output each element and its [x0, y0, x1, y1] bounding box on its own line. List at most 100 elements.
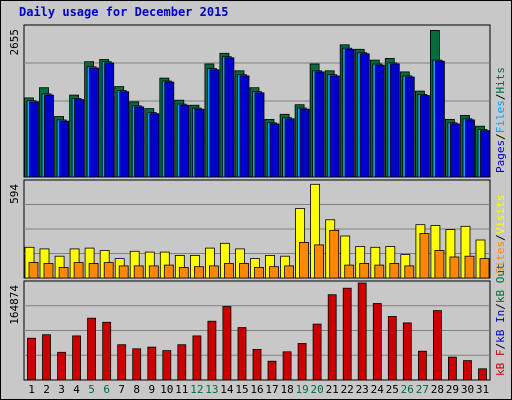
legend-item-kbytes-3: /	[494, 303, 507, 310]
legend-item-hits_files_pages-1: /	[494, 133, 507, 140]
x-tick-label-22: 22	[341, 383, 354, 396]
bar-kbytes-kb-f-31	[478, 368, 487, 381]
bar-visits_sites-sites-6	[103, 262, 114, 279]
bar-kbytes-kb-f-15	[237, 327, 247, 381]
x-tick-label-15: 15	[235, 383, 248, 396]
legend-item-hits_files_pages-0: Pages	[494, 140, 507, 173]
bar-hits_files_pages-pages-1	[29, 101, 39, 178]
x-tick-label-13: 13	[205, 383, 218, 396]
bar-hits_files_pages-pages-30	[465, 119, 475, 178]
bar-hits_files_pages-pages-10	[164, 81, 175, 178]
bar-visits_sites-sites-18	[284, 265, 295, 279]
bar-kbytes-kb-f-3	[57, 351, 66, 381]
x-tick-label-2: 2	[43, 383, 50, 396]
x-tick-label-25: 25	[386, 383, 399, 396]
bar-hits_files_pages-pages-29	[449, 123, 460, 178]
bar-visits_sites-sites-30	[464, 255, 475, 279]
legend-item-kbytes-4: kB Out	[494, 263, 507, 303]
bar-visits_sites-sites-10	[163, 264, 174, 279]
bar-hits_files_pages-pages-23	[359, 53, 370, 178]
bar-kbytes-kb-f-24	[372, 303, 382, 381]
x-tick-label-18: 18	[280, 383, 293, 396]
bar-kbytes-kb-f-5	[87, 317, 96, 381]
bar-visits_sites-sites-22	[344, 264, 355, 279]
bar-visits_sites-sites-31	[479, 258, 490, 279]
legend-kbytes: kB F/kB In/kB Out	[494, 263, 507, 376]
x-tick-label-1: 1	[28, 383, 35, 396]
bar-kbytes-kb-f-7	[117, 344, 127, 381]
bar-kbytes-kb-f-6	[102, 321, 112, 381]
bar-kbytes-kb-f-10	[162, 350, 172, 381]
x-tick-label-21: 21	[326, 383, 339, 396]
bar-kbytes-kb-f-23	[357, 282, 367, 381]
x-tick-label-12: 12	[190, 383, 203, 396]
bar-visits_sites-sites-9	[148, 265, 159, 279]
x-tick-label-28: 28	[431, 383, 444, 396]
bar-kbytes-kb-f-16	[252, 348, 262, 381]
bar-visits_sites-sites-19	[299, 241, 310, 279]
legend-item-kbytes-2: kB In	[494, 310, 507, 343]
bar-hits_files_pages-pages-9	[149, 113, 160, 178]
x-tick-label-8: 8	[133, 383, 140, 396]
bar-hits_files_pages-pages-25	[389, 63, 400, 178]
legend-hits_files_pages: Pages/Files/Hits	[494, 67, 507, 173]
bar-kbytes-kb-f-2	[42, 334, 51, 381]
bar-hits_files_pages-pages-8	[134, 106, 145, 178]
legend-item-visits_sites-2: Visits	[494, 195, 507, 235]
bar-hits_files_pages-pages-27	[419, 95, 430, 178]
x-tick-label-17: 17	[265, 383, 278, 396]
max-label-visits_sites: 594	[8, 184, 21, 204]
bar-hits_files_pages-pages-17	[269, 123, 280, 178]
x-tick-label-30: 30	[461, 383, 474, 396]
bar-kbytes-kb-f-26	[402, 322, 412, 381]
bar-visits_sites-sites-11	[178, 267, 189, 279]
x-tick-label-23: 23	[356, 383, 369, 396]
bar-kbytes-kb-f-14	[222, 306, 232, 381]
bar-hits_files_pages-pages-4	[74, 99, 84, 178]
bar-kbytes-kb-f-25	[387, 316, 397, 381]
x-tick-label-29: 29	[446, 383, 459, 396]
bar-kbytes-kb-f-20	[312, 323, 322, 381]
bar-kbytes-kb-f-8	[132, 348, 142, 381]
bar-hits_files_pages-pages-12	[194, 108, 205, 178]
bar-visits_sites-sites-2	[43, 263, 54, 279]
x-tick-label-26: 26	[401, 383, 414, 396]
bar-visits_sites-sites-15	[239, 263, 249, 279]
bar-hits_files_pages-pages-28	[434, 60, 445, 178]
bar-kbytes-kb-f-13	[207, 320, 217, 381]
x-tick-label-7: 7	[118, 383, 125, 396]
legend-item-visits_sites-0: Sites	[494, 241, 507, 274]
x-tick-label-9: 9	[148, 383, 155, 396]
x-tick-label-20: 20	[310, 383, 323, 396]
x-tick-label-27: 27	[416, 383, 429, 396]
x-tick-label-5: 5	[88, 383, 95, 396]
bar-visits_sites-sites-28	[434, 250, 445, 279]
bar-visits_sites-sites-14	[223, 263, 234, 279]
bar-visits_sites-sites-23	[359, 263, 370, 279]
bar-hits_files_pages-pages-5	[89, 67, 99, 178]
x-tick-label-6: 6	[103, 383, 110, 396]
max-label-kbytes: 164874	[8, 285, 21, 325]
x-tick-label-16: 16	[250, 383, 263, 396]
bar-hits_files_pages-pages-16	[254, 92, 265, 178]
x-tick-label-24: 24	[371, 383, 385, 396]
legend-item-kbytes-0: kB F	[494, 350, 507, 377]
bar-visits_sites-sites-7	[118, 265, 129, 279]
bar-visits_sites-sites-3	[58, 267, 69, 279]
bar-visits_sites-sites-20	[314, 244, 325, 279]
legend-item-hits_files_pages-4: Hits	[494, 67, 507, 94]
bar-hits_files_pages-pages-22	[344, 48, 355, 178]
legend-item-hits_files_pages-2: Files	[494, 100, 507, 133]
x-tick-label-11: 11	[175, 383, 188, 396]
bar-kbytes-kb-f-19	[297, 343, 307, 381]
bar-visits_sites-sites-16	[254, 267, 264, 279]
x-tick-label-31: 31	[476, 383, 489, 396]
bar-hits_files_pages-pages-18	[284, 118, 295, 178]
bar-kbytes-kb-f-22	[342, 287, 352, 381]
bar-hits_files_pages-pages-31	[480, 130, 490, 178]
bar-kbytes-kb-f-17	[267, 360, 277, 381]
bar-hits_files_pages-pages-15	[239, 75, 250, 178]
x-tick-label-19: 19	[295, 383, 308, 396]
max-label-hits_files_pages: 2655	[8, 29, 21, 56]
